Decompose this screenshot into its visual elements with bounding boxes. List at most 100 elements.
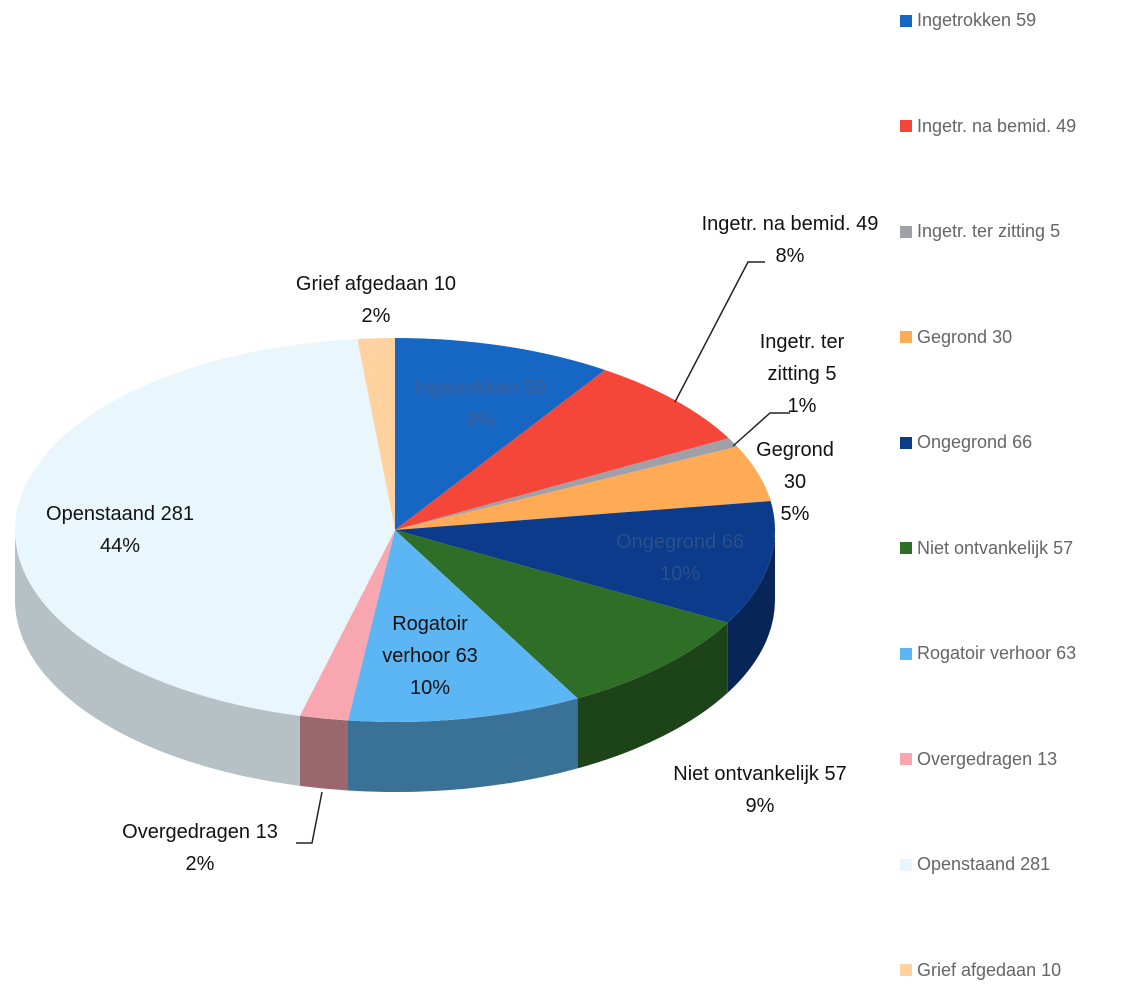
leader-line: [732, 412, 790, 447]
legend-entry: Overgedragen 13: [900, 749, 1057, 770]
legend-value: 5: [1050, 221, 1061, 241]
legend-name: Ingetrokken: [917, 10, 1012, 30]
data-label: Ingetr. na bemid. 49 8%: [670, 208, 910, 272]
legend-entry: Niet ontvankelijk 57: [900, 538, 1073, 559]
label-name: Openstaand: [46, 503, 156, 525]
legend-value: 57: [1053, 537, 1074, 558]
data-label: Ongegrond 66 10%: [580, 526, 780, 590]
legend-entry: Rogatoir verhoor 63: [900, 643, 1076, 664]
slice-side: [577, 622, 728, 769]
data-label: Ingetr. ter zitting 5 1%: [742, 326, 862, 422]
label-percent: 9%: [745, 795, 775, 817]
label-percent: 2%: [185, 853, 215, 875]
label-value: 66: [721, 531, 744, 553]
legend-entry: Ingetr. na bemid. 49: [900, 116, 1076, 137]
label-value: 63: [455, 645, 478, 667]
label-value: 57: [824, 763, 847, 785]
data-label: Overgedragen 13 2%: [80, 816, 320, 880]
legend-name: Gegrond: [917, 326, 988, 347]
legend-swatch: [900, 647, 912, 660]
slice: [395, 501, 775, 623]
legend-swatch: [900, 331, 912, 343]
slice: [299, 530, 395, 721]
slice: [395, 369, 729, 530]
slice: [357, 338, 395, 530]
slice: [395, 530, 728, 699]
label-value: 10: [433, 273, 457, 295]
label-name: Ingetr. ter zitting: [759, 331, 845, 385]
leader-line: [296, 791, 323, 844]
data-label: Rogatoir verhoor 63 10%: [360, 608, 500, 704]
legend-name: Rogatoir verhoor: [917, 643, 1052, 663]
legend-swatch: [900, 542, 912, 554]
legend-name: Ingetr. na bemid.: [917, 115, 1052, 136]
legend-swatch: [900, 225, 912, 238]
label-name: Grief afgedaan: [295, 273, 429, 295]
legend-name: Ongegrond: [917, 432, 1008, 452]
legend-value: 13: [1037, 748, 1058, 769]
label-value: 59: [523, 377, 547, 399]
label-percent: 8%: [775, 245, 805, 267]
label-name: Ingetr. na bemid.: [701, 213, 851, 235]
leader-line: [674, 261, 765, 403]
slice: [395, 438, 738, 530]
label-name: Gegrond: [756, 439, 834, 461]
label-percent: 10%: [659, 563, 701, 585]
legend-swatch: [900, 753, 912, 765]
slice-side: [15, 530, 300, 786]
legend-name: Ingetr. ter zitting: [917, 221, 1046, 241]
label-value: 13: [255, 821, 278, 843]
label-percent: 1%: [787, 395, 817, 417]
legend-entry: Gegrond 30: [900, 327, 1012, 348]
label-percent: 5%: [780, 503, 810, 525]
label-value: 30: [783, 471, 807, 493]
slice: [395, 446, 771, 530]
label-name: Rogatoir verhoor: [382, 613, 468, 667]
legend-entry: Grief afgedaan 10: [900, 960, 1061, 981]
legend-swatch: [900, 436, 912, 449]
legend-name: Grief afgedaan: [917, 959, 1037, 980]
legend-value: 49: [1056, 115, 1077, 136]
legend-value: 30: [992, 326, 1013, 347]
slice: [395, 338, 606, 530]
label-percent: 9%: [465, 409, 495, 431]
label-name: Overgedragen: [122, 821, 251, 843]
data-label: Ingetrokken 59 9%: [380, 372, 580, 436]
data-label: Niet ontvankelijk 57 9%: [640, 758, 880, 822]
slice-side: [347, 698, 578, 792]
slice: [347, 530, 578, 722]
data-label: Grief afgedaan 10 2%: [256, 268, 496, 332]
legend-entry: Ingetr. ter zitting 5: [900, 221, 1060, 242]
label-percent: 2%: [361, 305, 391, 327]
slice-side: [299, 715, 348, 791]
label-value: 5: [825, 363, 837, 385]
legend-value: 281: [1020, 854, 1051, 874]
legend-entry: Openstaand 281: [900, 854, 1050, 875]
legend-value: 59: [1016, 10, 1037, 30]
slice: [14, 338, 395, 716]
legend-swatch: [900, 120, 912, 132]
label-name: Niet ontvankelijk: [673, 763, 819, 785]
label-value: 49: [856, 213, 879, 235]
data-label: Gegrond 30 5%: [750, 434, 840, 530]
legend-value: 63: [1056, 643, 1077, 663]
legend-name: Openstaand: [917, 854, 1016, 874]
legend-value: 66: [1012, 432, 1033, 452]
legend-name: Overgedragen: [917, 748, 1033, 769]
legend-entry: Ingetrokken 59: [900, 10, 1036, 31]
label-name: Ingetrokken: [413, 377, 519, 399]
data-label: Openstaand 281 44%: [10, 498, 230, 562]
legend-entry: Ongegrond 66: [900, 432, 1032, 453]
label-value: 281: [160, 503, 194, 525]
slice-side: [727, 530, 775, 693]
legend-name: Niet ontvankelijk: [917, 537, 1049, 558]
legend-swatch: [900, 14, 912, 27]
legend-swatch: [900, 858, 912, 871]
legend-swatch: [900, 964, 912, 976]
label-percent: 10%: [409, 677, 451, 699]
label-name: Ongegrond: [616, 531, 717, 553]
legend-value: 10: [1041, 959, 1062, 980]
label-percent: 44%: [99, 535, 141, 557]
